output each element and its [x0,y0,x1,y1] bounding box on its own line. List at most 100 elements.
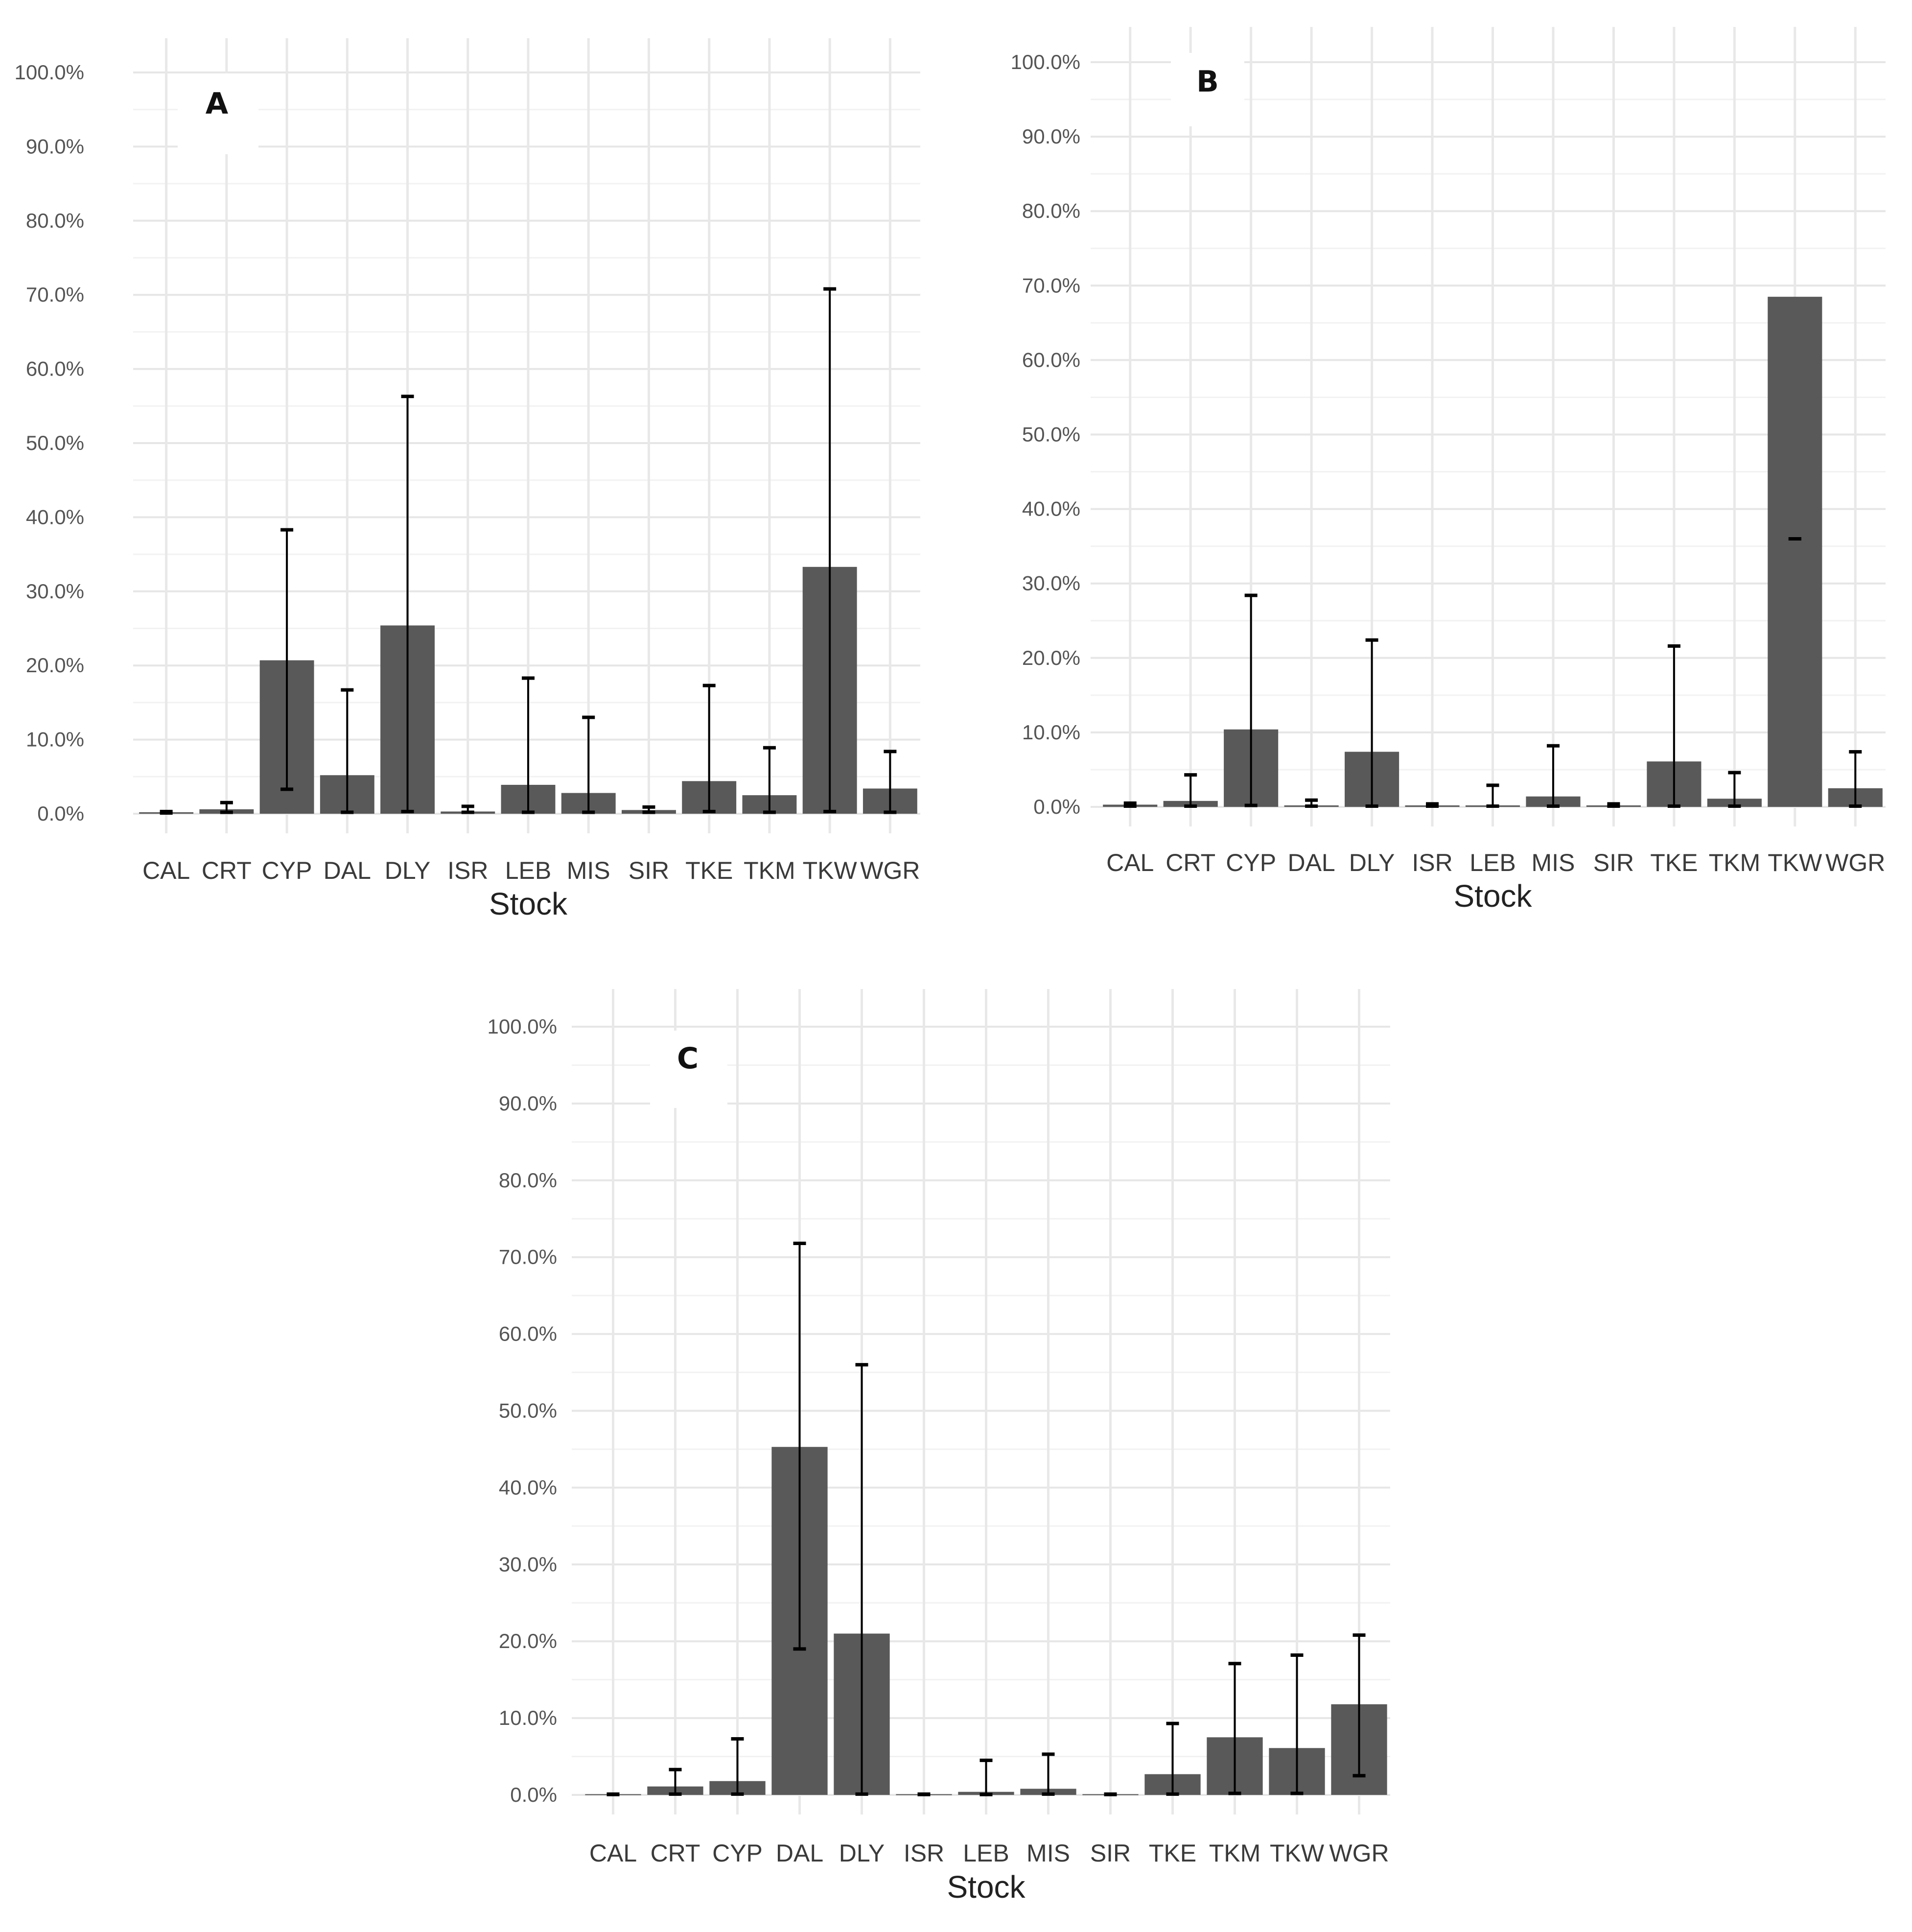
y-tick-label: 50.0% [499,1399,557,1422]
x-tick-label: MIS [1532,849,1575,876]
y-tick-label: 30.0% [1022,572,1080,595]
x-axis-label: Stock [489,886,568,921]
x-tick-label: LEB [963,1839,1009,1867]
x-tick-label: MIS [567,857,610,884]
y-tick-label: 100.0% [15,61,84,84]
y-tick-label: 40.0% [1022,497,1080,520]
y-tick-label: 20.0% [26,654,84,677]
y-tick-label: 20.0% [1022,646,1080,669]
x-tick-label: CAL [1106,849,1154,876]
x-tick-label: SIR [1593,849,1634,876]
grid-lines [1091,27,1886,826]
x-tick-label: LEB [1469,849,1516,876]
x-tick-label: LEB [505,857,552,884]
x-tick-label: TKE [1149,1839,1196,1867]
x-tick-label: DAL [1287,849,1335,876]
x-tick-label: TKE [1650,849,1698,876]
error-bar-wgr [1849,750,1862,808]
error-bar-crt [669,1767,682,1796]
y-tick-label: 0.0% [1033,795,1080,818]
y-tick-label: 80.0% [1022,199,1080,222]
y-tick-label: 60.0% [26,357,84,380]
error-bar-mis [1546,744,1560,808]
y-tick-label: 90.0% [26,135,84,158]
x-tick-label: CRT [1166,849,1215,876]
error-bar-cal [1123,801,1137,808]
error-bar-cyp [280,528,294,791]
error-bar-sir [642,805,655,814]
x-tick-label: CYP [262,857,312,884]
y-tick-label: 10.0% [499,1706,557,1729]
x-tick-label: TKE [685,857,733,884]
error-bar-dly [855,1363,868,1796]
error-bar-isr [1426,802,1439,808]
x-tick-label: TKM [1709,849,1761,876]
error-bar-crt [220,801,233,814]
x-tick-label: WGR [860,857,920,884]
y-tick-label: 80.0% [499,1169,557,1192]
x-tick-label: TKW [1768,849,1822,876]
error-bar-mis [582,715,595,814]
x-tick-label: SIR [629,857,669,884]
x-tick-label: ISR [1412,849,1452,876]
panel-label: A [206,87,229,121]
error-bar-tke [1166,1721,1179,1796]
y-tick-label: 0.0% [510,1783,557,1806]
y-tick-label: 100.0% [488,1015,557,1038]
x-tick-label: CAL [142,857,190,884]
y-tick-label: 60.0% [499,1322,557,1345]
y-tick-label: 70.0% [499,1246,557,1269]
x-tick-label: WGR [1825,849,1885,876]
x-tick-label: DLY [385,857,431,884]
x-tick-label: DLY [1349,849,1395,876]
error-bar-dal [793,1241,806,1651]
error-bar-tke [1667,644,1680,808]
x-tick-label: DAL [776,1839,823,1867]
error-bar-tkm [1728,771,1741,808]
error-bar-cal [160,809,173,815]
x-tick-label: SIR [1090,1839,1131,1867]
y-tick-label: 10.0% [1022,721,1080,744]
error-bar-dly [1365,638,1378,808]
x-tick-label: CAL [589,1839,637,1867]
error-bar-leb [1486,783,1499,808]
bar-tkw [1768,297,1822,807]
error-bar-dal [1305,798,1318,808]
x-tick-label: ISR [447,857,488,884]
panel-label-box [1171,53,1244,126]
error-bar-sir [1607,802,1620,808]
y-tick-label: 70.0% [1022,274,1080,297]
error-bar-leb [522,676,535,814]
x-tick-label: WGR [1329,1839,1389,1867]
panel-label-box [650,1031,727,1108]
x-tick-label: DLY [839,1839,885,1867]
error-bar-tkm [763,746,776,814]
x-tick-label: TKM [744,857,795,884]
y-tick-label: 100.0% [1011,50,1080,73]
x-tick-label: CRT [651,1839,700,1867]
y-tick-label: 10.0% [26,728,84,751]
x-axis-label: Stock [1453,878,1532,914]
x-tick-label: DAL [324,857,371,884]
y-tick-label: 30.0% [26,580,84,603]
chart-panel-b: B 0.0% 10.0% 20.0% 30.0% 40.0% 50.0% 60.0% 70.0%… [1011,27,1886,914]
panel-label-box [178,73,258,154]
error-bar-cyp [731,1737,744,1796]
x-tick-label: MIS [1026,1839,1070,1867]
panel-label: B [1196,65,1219,99]
error-bar-tkw [1290,1653,1304,1795]
y-tick-label: 70.0% [26,283,84,306]
x-tick-label: TKW [1270,1839,1325,1867]
chart-panel-c: C 0.0% 10.0% 20.0% 30.0% 40.0% 50.0% 60.0% 70.0%… [488,989,1390,1905]
x-tick-label: CYP [1226,849,1276,876]
x-axis-label: Stock [947,1869,1026,1905]
x-tick-label: CYP [712,1839,763,1867]
x-tick-label: ISR [904,1839,944,1867]
grid-lines [133,38,920,833]
y-tick-label: 0.0% [37,802,84,825]
y-tick-label: 90.0% [499,1092,557,1115]
panel-label: C [677,1041,699,1076]
error-bar-dly [401,395,414,813]
error-bar-tke [702,683,716,813]
